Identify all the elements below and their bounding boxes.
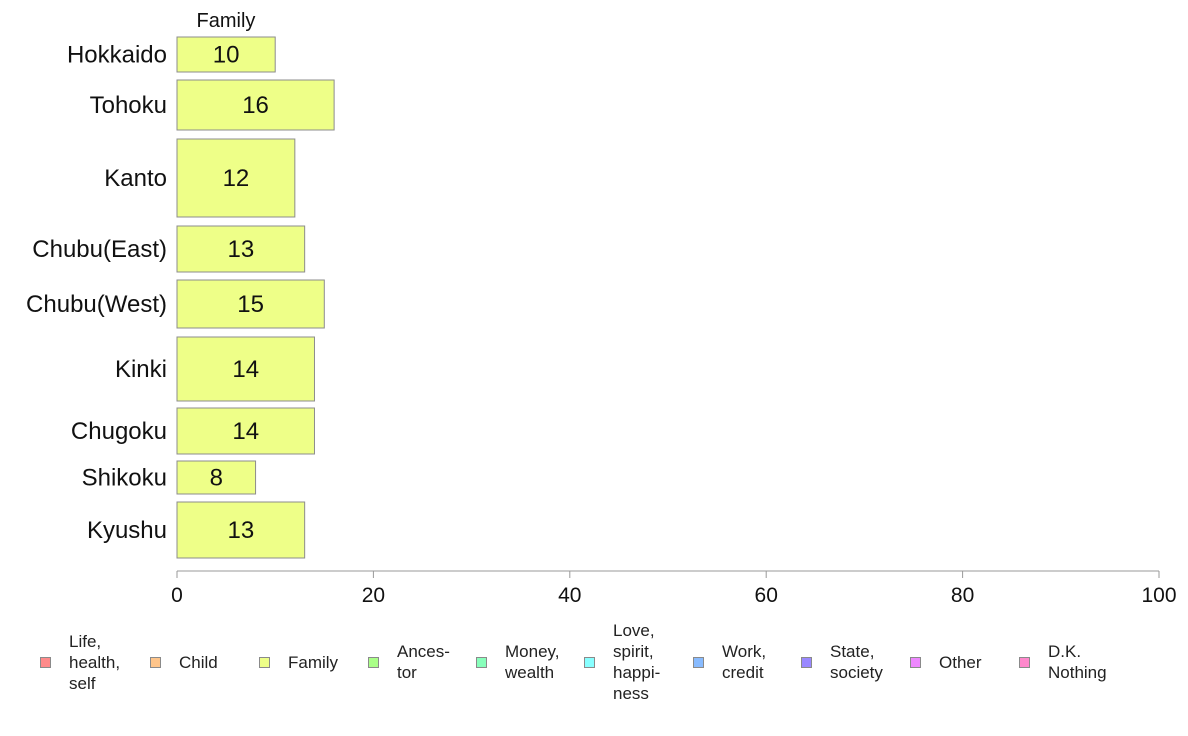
bar-value-label: 15: [237, 291, 264, 318]
legend-swatch: [693, 656, 704, 668]
category-label: Chubu(West): [26, 291, 167, 318]
bar-value-label: 13: [227, 517, 254, 544]
bar-kanto: [176, 138, 296, 218]
category-label: Kyushu: [87, 517, 167, 544]
bar-value-label: 14: [232, 418, 259, 445]
bar-value-label: 16: [242, 92, 269, 119]
legend-item: State, society: [801, 618, 883, 706]
category-label: Chubu(East): [32, 236, 167, 263]
legend-item: Life, health, self: [40, 618, 120, 706]
legend: Life, health, self Child Family Ances- tor M…: [0, 618, 1188, 718]
x-tick-label: 60: [755, 584, 778, 607]
category-label: Shikoku: [82, 465, 167, 492]
bar-kinki: [176, 336, 315, 402]
category-label: Chugoku: [71, 418, 167, 445]
legend-item: D.K. Nothing: [1019, 618, 1107, 706]
legend-item: Money, wealth: [476, 618, 560, 706]
category-label: Kinki: [115, 356, 167, 383]
legend-item: Love, spirit, happi- ness: [584, 618, 660, 706]
legend-swatch: [801, 656, 812, 668]
legend-swatch: [476, 656, 487, 668]
legend-item: Ances- tor: [368, 618, 450, 706]
bar-value-label: 8: [210, 465, 223, 492]
category-label: Kanto: [104, 165, 167, 192]
legend-label: Money, wealth: [505, 642, 560, 682]
legend-item: Family: [259, 618, 338, 706]
bar-chugoku: [176, 407, 315, 455]
bar-chubu-east: [176, 225, 306, 273]
bar-value-label: 13: [227, 236, 254, 263]
legend-swatch: [150, 656, 161, 668]
legend-swatch: [584, 656, 595, 668]
legend-label: D.K. Nothing: [1048, 642, 1107, 682]
legend-label: Love, spirit, happi- ness: [613, 621, 661, 703]
legend-label: Child: [179, 652, 218, 672]
x-axis: 0 20 40 60 80 100: [171, 570, 1177, 607]
bar-value-label: 10: [213, 42, 240, 69]
category-label: Hokkaido: [67, 42, 167, 69]
legend-label: Life, health, self: [69, 631, 121, 693]
bar-shikoku: [176, 460, 257, 495]
bar-kyushu: [176, 501, 306, 559]
bar-chubu-west: [176, 279, 325, 329]
legend-swatch: [1019, 656, 1030, 668]
x-tick-label: 80: [951, 584, 974, 607]
legend-item: Child: [150, 618, 218, 706]
bar-hokkaido: [176, 36, 276, 73]
legend-label: Other: [939, 652, 982, 672]
legend-label: Ances- tor: [397, 642, 450, 682]
legend-label: State, society: [830, 642, 883, 682]
legend-item: Other: [910, 618, 982, 706]
bar-chart: Family 10 Hokkaido 16 Tohoku 12 Kanto 13 Chubu(…: [26, 10, 1177, 607]
legend-swatch: [259, 656, 270, 668]
bar-value-label: 12: [223, 165, 250, 192]
legend-item: Work, credit: [693, 618, 766, 706]
legend-swatch: [40, 656, 51, 668]
x-tick-label: 20: [362, 584, 385, 607]
bar-tohoku: [176, 79, 335, 131]
legend-label: Work, credit: [722, 642, 767, 682]
x-tick-label: 0: [171, 584, 183, 607]
x-tick-label: 40: [558, 584, 581, 607]
legend-label: Family: [288, 652, 339, 672]
category-label: Tohoku: [90, 92, 167, 119]
bars-group: 10 Hokkaido 16 Tohoku 12 Kanto 13 Chubu(East) 15…: [26, 36, 335, 559]
bar-value-label: 14: [232, 356, 259, 383]
series-title: Family: [197, 10, 256, 32]
x-tick-label: 100: [1141, 584, 1176, 607]
legend-swatch: [368, 656, 379, 668]
legend-swatch: [910, 656, 921, 668]
